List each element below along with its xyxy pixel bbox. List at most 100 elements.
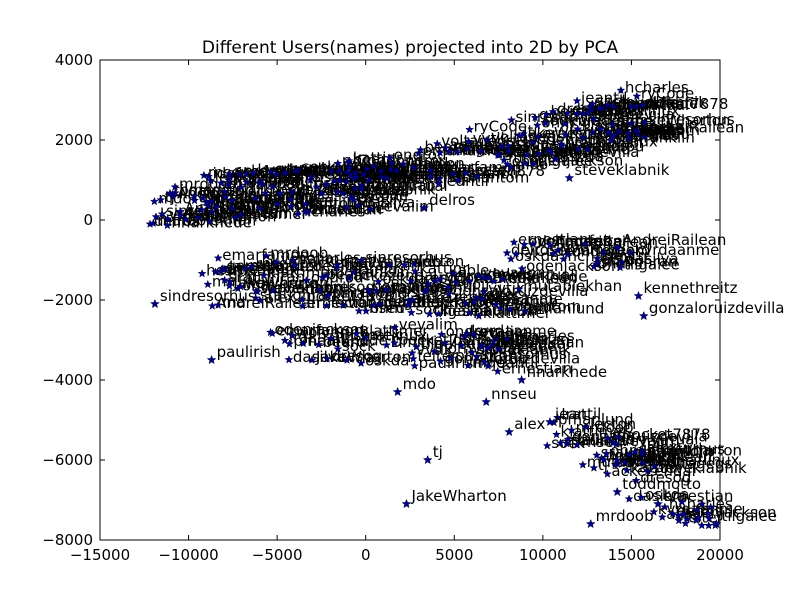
data-point [573, 124, 583, 133]
point-label: sraughran [493, 331, 570, 349]
data-point [446, 353, 456, 363]
cloud-label: dasilva [341, 253, 394, 271]
labeled-data-point [422, 454, 433, 465]
data-point [323, 291, 333, 301]
labeled-data-point [149, 298, 160, 309]
data-point [502, 334, 512, 343]
cloud-label: emarfamon [558, 242, 645, 260]
x-tick-label: −10000 [158, 546, 218, 564]
data-point [334, 166, 344, 175]
data-point [572, 440, 582, 449]
data-point [203, 279, 213, 289]
cloud-label: steveklabnik [260, 279, 355, 297]
data-point [280, 335, 290, 345]
data-point [312, 182, 322, 192]
data-point [314, 340, 324, 349]
data-point [163, 214, 173, 223]
data-point [461, 168, 471, 177]
data-point [436, 356, 445, 366]
data-point [499, 155, 509, 165]
cloud-label: tilgalee [174, 181, 230, 199]
data-point [236, 210, 246, 219]
cloud-label: dasilva [633, 487, 686, 505]
data-point [356, 255, 366, 265]
data-point [297, 294, 307, 304]
cloud-label: ryCode [503, 337, 556, 355]
cloud-label: JakeWharton [315, 348, 411, 366]
cloud-label: kattinr [401, 159, 451, 177]
data-point [344, 156, 354, 165]
cloud-label: sock [342, 337, 376, 355]
cloud-label: ma [395, 157, 419, 175]
cloud-label: ondrou [311, 268, 364, 286]
data-point [326, 166, 336, 175]
data-point [434, 179, 443, 188]
cloud-label: kattinr [497, 329, 547, 347]
data-point [259, 270, 269, 280]
cloud-label: tj [528, 122, 538, 140]
data-point [476, 146, 486, 156]
cloud-label: hcharles [567, 247, 631, 265]
data-point [255, 203, 265, 213]
cloud-label: pocket7878 [622, 425, 710, 443]
data-point [357, 180, 367, 190]
labeled-data-point [612, 242, 623, 253]
cloud-label: kvrdaanme [471, 322, 556, 340]
labeled-data-point [545, 416, 555, 427]
data-point [462, 144, 472, 153]
x-tick-label: 10000 [519, 546, 567, 564]
data-point [561, 130, 571, 139]
data-point [372, 286, 382, 295]
data-point [351, 168, 360, 177]
data-point [430, 276, 440, 285]
cloud-label: jeantil [491, 354, 538, 372]
data-point [344, 163, 355, 172]
data-point [610, 459, 620, 469]
cloud-label: pmanlund [179, 181, 255, 199]
cloud-label: tilgalee [461, 140, 517, 158]
data-point [493, 366, 503, 376]
cloud-label: pmanlund [529, 299, 605, 317]
data-point [284, 339, 294, 348]
data-point [479, 357, 489, 367]
data-point [440, 143, 450, 152]
cloud-label: ondrou [592, 138, 645, 156]
data-point [463, 360, 473, 370]
data-point [426, 171, 436, 181]
cloud-label: hcharles [625, 78, 689, 96]
cloud-label: steveklabnik [652, 459, 747, 477]
cloud-label: nnarkhede [606, 446, 687, 464]
data-point [622, 465, 632, 475]
data-point [639, 132, 649, 142]
cloud-label: ryCode [355, 186, 408, 204]
data-point [697, 499, 707, 509]
cloud-label: sraughran [260, 286, 337, 304]
data-point [626, 101, 636, 111]
data-point [541, 118, 551, 128]
data-point [638, 449, 648, 458]
cloud-label: dasilva [362, 193, 415, 211]
data-point [444, 289, 454, 298]
labeled-data-point [419, 202, 430, 213]
data-point [338, 188, 348, 198]
data-point [350, 183, 360, 193]
cloud-label: oskda [559, 147, 603, 165]
data-point [288, 256, 298, 265]
data-point [598, 248, 608, 257]
point-label: nnseu [491, 385, 537, 403]
cloud-label: ernestian [307, 294, 377, 312]
data-point [616, 85, 626, 95]
cloud-label: hornvirtual [493, 266, 575, 284]
data-point [522, 150, 532, 159]
cloud-label: sraughran [229, 268, 306, 286]
data-point [236, 281, 246, 291]
cloud-label: ernestian [435, 165, 505, 183]
cloud-label: Dmitri [357, 260, 404, 278]
x-tick-label: −15000 [70, 546, 130, 564]
data-point [464, 308, 474, 317]
cloud-label: JakeWharton [228, 257, 324, 275]
data-point [290, 261, 300, 270]
cloud-label: idofranklin [386, 165, 466, 183]
data-point [464, 136, 474, 146]
data-point [373, 277, 383, 286]
